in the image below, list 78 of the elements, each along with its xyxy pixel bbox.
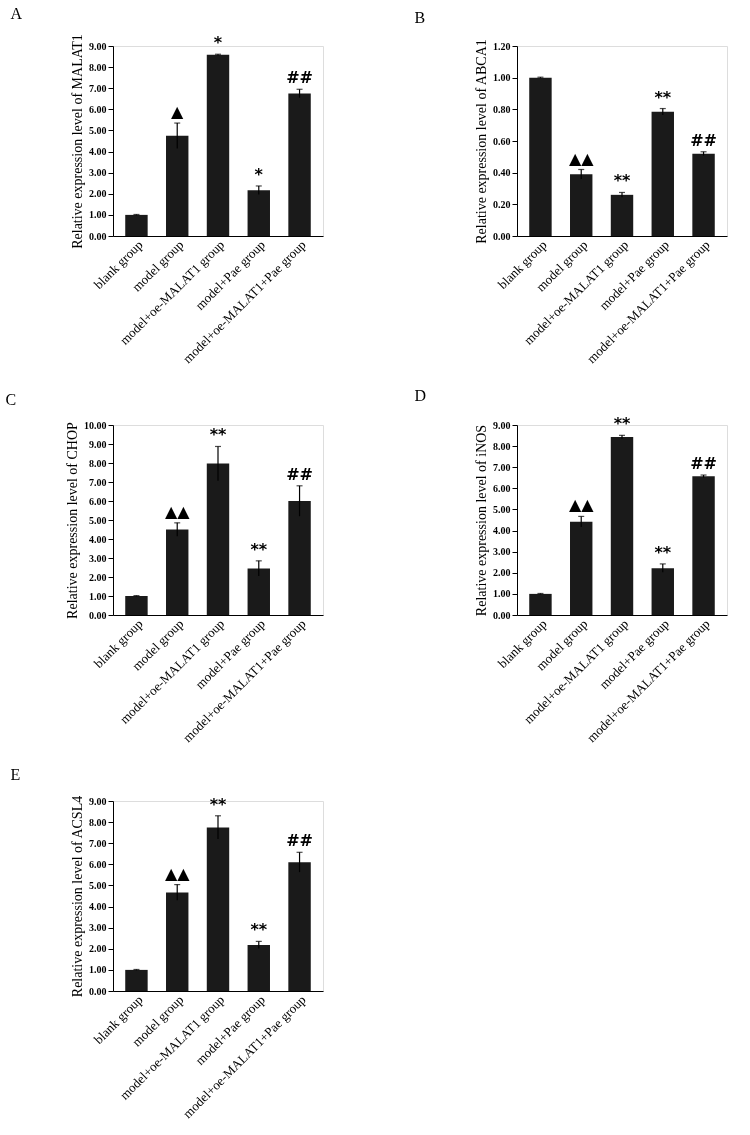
y-tick-label: 0.00 — [89, 985, 107, 997]
y-tick-label: 4.00 — [89, 901, 107, 913]
y-tick-label: 9.00 — [89, 438, 107, 450]
chart-title: D — [414, 387, 427, 405]
annotation: ** — [209, 425, 227, 445]
y-tick-label: 0.00 — [89, 609, 107, 621]
annotation: ## — [690, 130, 717, 150]
y-tick-label: 2.00 — [493, 567, 511, 579]
y-tick-label: 8.00 — [89, 457, 107, 469]
annotation: ** — [654, 87, 672, 107]
y-axis-title: Relative expression level of ACSL4 — [70, 795, 85, 998]
annotation: ▲▲ — [164, 863, 191, 883]
annotation: ▲▲ — [568, 148, 595, 168]
y-axis-title: Relative expression level of MALAT1 — [70, 34, 85, 249]
y-tick-label: 7.00 — [493, 461, 511, 473]
y-tick-label: 4.00 — [493, 525, 511, 537]
annotation: ** — [613, 414, 631, 434]
y-tick-label: 1.20 — [493, 40, 511, 52]
y-tick-label: 8.00 — [89, 816, 107, 828]
y-tick-label: 6.00 — [89, 495, 107, 507]
y-tick-label: 0.40 — [493, 167, 511, 179]
y-tick-label: 0.20 — [493, 198, 511, 210]
annotation: ** — [654, 542, 672, 562]
annotation: ## — [286, 831, 313, 851]
y-tick-label: 1.00 — [493, 588, 511, 600]
y-tick-label: 5.00 — [89, 879, 107, 891]
chart-title: A — [10, 4, 23, 22]
y-tick-label: 3.00 — [89, 922, 107, 934]
y-tick-label: 5.00 — [89, 514, 107, 526]
y-tick-label: 8.00 — [89, 61, 107, 73]
annotation: * — [213, 33, 223, 53]
y-tick-label: 10.00 — [84, 419, 107, 431]
y-tick-label: 9.00 — [89, 795, 107, 807]
y-axis-title: Relative expression level of CHOP — [65, 421, 80, 619]
y-tick-label: 9.00 — [89, 40, 107, 52]
y-tick-label: 9.00 — [493, 419, 511, 431]
chart-title: C — [5, 391, 17, 408]
y-tick-label: 1.00 — [493, 72, 511, 84]
y-tick-label: 7.00 — [89, 476, 107, 488]
y-tick-label: 4.00 — [89, 146, 107, 158]
annotation: * — [254, 164, 264, 184]
annotation: ** — [250, 920, 268, 940]
annotation: ** — [250, 539, 268, 559]
y-tick-label: 1.00 — [89, 209, 107, 221]
y-tick-label: 0.00 — [493, 230, 511, 242]
annotation: ▲ — [171, 102, 185, 122]
chart-title: E — [10, 765, 21, 783]
y-tick-label: 0.00 — [89, 230, 107, 242]
annotation: ## — [286, 68, 313, 88]
y-tick-label: 2.00 — [89, 571, 107, 583]
annotation: ## — [286, 464, 313, 484]
y-tick-label: 2.00 — [89, 943, 107, 955]
y-tick-label: 8.00 — [493, 440, 511, 452]
y-tick-label: 6.00 — [89, 103, 107, 115]
y-tick-label: 0.00 — [493, 609, 511, 621]
annotation: ## — [690, 454, 717, 474]
y-tick-label: 1.00 — [89, 964, 107, 976]
y-tick-label: 6.00 — [493, 482, 511, 494]
y-axis-title: Relative expression level of iNOS — [474, 424, 489, 617]
annotation: ▲▲ — [568, 495, 595, 515]
y-axis-title: Relative expression level of ABCA1 — [474, 39, 489, 244]
y-tick-label: 3.00 — [493, 546, 511, 558]
y-tick-label: 1.00 — [89, 590, 107, 602]
y-tick-label: 2.00 — [89, 188, 107, 200]
y-tick-label: 7.00 — [89, 82, 107, 94]
y-tick-label: 5.00 — [89, 124, 107, 136]
y-tick-label: 6.00 — [89, 858, 107, 870]
annotation: ** — [209, 794, 227, 814]
y-tick-label: 7.00 — [89, 837, 107, 849]
y-tick-label: 5.00 — [493, 503, 511, 515]
chart-title: B — [414, 9, 426, 27]
y-tick-label: 3.00 — [89, 552, 107, 564]
annotation: ** — [613, 171, 631, 191]
y-tick-label: 0.80 — [493, 103, 511, 115]
y-tick-label: 4.00 — [89, 533, 107, 545]
y-tick-label: 0.60 — [493, 135, 511, 147]
y-tick-label: 3.00 — [89, 167, 107, 179]
annotation: ▲▲ — [164, 501, 191, 521]
